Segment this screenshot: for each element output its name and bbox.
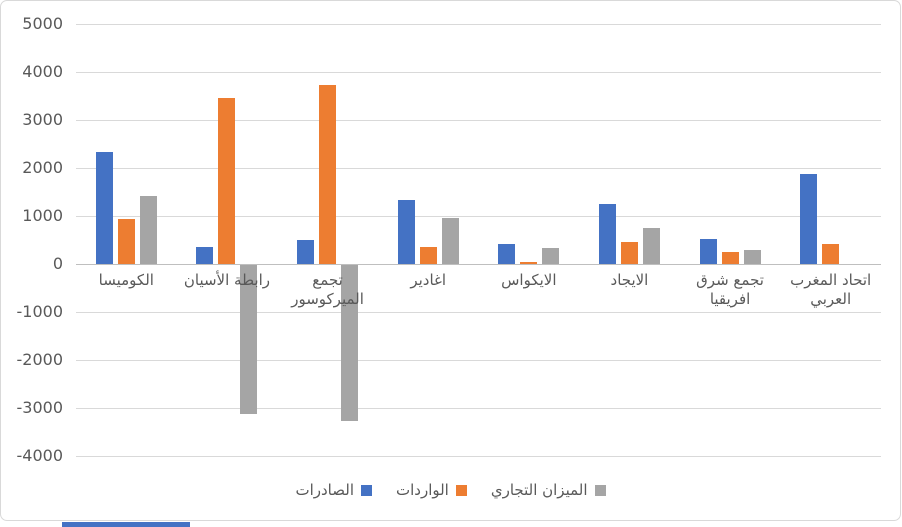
y-axis-tick-label: 0 xyxy=(52,254,63,273)
gridline xyxy=(76,120,881,121)
bar-series0-cat7[interactable] xyxy=(800,174,818,264)
bar-series2-cat0[interactable] xyxy=(139,196,157,264)
legend-swatch-exports-icon xyxy=(360,484,372,496)
x-axis-category-label: الايكواس xyxy=(501,271,557,289)
y-axis-tick-label: -3000 xyxy=(16,398,64,417)
legend-item-trade-balance[interactable]: الميزان التجاري xyxy=(491,481,606,499)
legend-label-exports: الصادرات xyxy=(295,481,354,499)
bar-series1-cat2[interactable] xyxy=(319,85,337,264)
legend-swatch-imports-icon xyxy=(455,484,467,496)
bar-series1-cat5[interactable] xyxy=(620,241,638,264)
bar-series2-cat4[interactable] xyxy=(542,247,560,264)
gridline xyxy=(76,72,881,73)
gridline xyxy=(76,216,881,217)
bar-series1-cat6[interactable] xyxy=(721,252,739,264)
bar-series1-cat7[interactable] xyxy=(822,243,840,264)
x-axis-category-label: رابطة الأسيان xyxy=(183,271,270,289)
bar-series2-cat5[interactable] xyxy=(642,228,660,264)
gridline xyxy=(76,360,881,361)
gridline xyxy=(76,24,881,25)
legend-label-trade-balance: الميزان التجاري xyxy=(490,481,588,499)
y-axis-tick-label: -4000 xyxy=(16,446,64,465)
x-axis-category-label: اغادير xyxy=(410,271,447,289)
y-axis-tick-label: 1000 xyxy=(22,206,63,225)
bar-series0-cat2[interactable] xyxy=(297,240,315,264)
x-axis-category-label: تجمع الميركوسور xyxy=(291,271,364,308)
bar-series2-cat6[interactable] xyxy=(743,249,761,264)
y-axis-tick-label: -2000 xyxy=(16,350,64,369)
y-axis-tick-label: 4000 xyxy=(22,62,63,81)
bar-series1-cat1[interactable] xyxy=(218,98,236,264)
y-axis-tick-label: -1000 xyxy=(16,302,64,321)
legend-item-imports[interactable]: الواردات xyxy=(396,481,467,499)
bar-series2-cat3[interactable] xyxy=(441,218,459,264)
bar-series0-cat5[interactable] xyxy=(598,204,616,264)
bar-series2-cat1[interactable] xyxy=(240,265,258,414)
gridline xyxy=(76,312,881,313)
x-axis-category-label: الكوميسا xyxy=(98,271,154,289)
spreadsheet-cell-highlight[interactable] xyxy=(62,522,190,527)
chart-legend: الصادرات الواردات الميزان التجاري xyxy=(1,481,900,499)
gridline xyxy=(76,456,881,457)
y-axis-tick-label: 2000 xyxy=(22,158,63,177)
bar-series1-cat3[interactable] xyxy=(419,246,437,264)
y-axis-tick-label: 3000 xyxy=(22,110,63,129)
legend-label-imports: الواردات xyxy=(395,481,449,499)
legend-swatch-trade-balance-icon xyxy=(594,484,606,496)
y-axis-tick-label: 5000 xyxy=(22,14,63,33)
bar-series0-cat1[interactable] xyxy=(196,246,214,264)
legend-item-exports[interactable]: الصادرات xyxy=(295,481,372,499)
bar-series0-cat3[interactable] xyxy=(397,200,415,264)
x-axis-line xyxy=(76,264,881,265)
x-axis-category-label: اتحاد المغرب العربي xyxy=(790,271,872,308)
bar-series0-cat4[interactable] xyxy=(498,243,516,264)
bar-series1-cat4[interactable] xyxy=(520,261,538,264)
bar-series2-cat2[interactable] xyxy=(341,265,359,422)
bar-series1-cat0[interactable] xyxy=(117,219,135,264)
x-axis-category-label: الايجاد xyxy=(610,271,649,289)
x-axis-category-label: تجمع شرق افريقيا xyxy=(696,271,764,308)
gridline xyxy=(76,408,881,409)
bar-series0-cat0[interactable] xyxy=(95,151,113,264)
bar-series0-cat6[interactable] xyxy=(699,238,717,264)
gridline xyxy=(76,168,881,169)
